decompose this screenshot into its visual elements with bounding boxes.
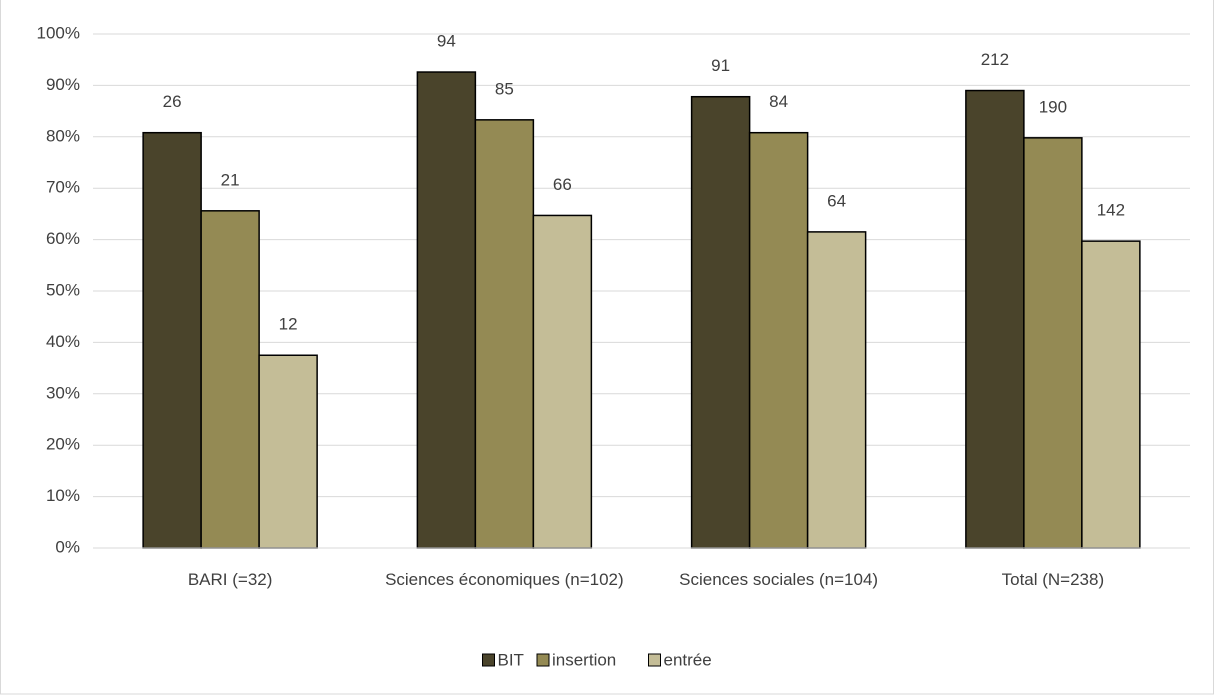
x-tick-label: Sciences économiques (n=102) <box>385 570 624 589</box>
bar <box>416 71 477 549</box>
legend-swatch <box>648 653 661 667</box>
y-tick-label: 70% <box>46 178 80 197</box>
y-tick-label: 50% <box>46 280 80 299</box>
y-tick-label: 90% <box>46 75 80 94</box>
x-tick-label: Total (N=238) <box>1001 570 1105 589</box>
bar <box>532 214 593 549</box>
x-tick-label: BARI (=32) <box>187 570 273 589</box>
data-label: 85 <box>495 79 514 98</box>
bar <box>142 131 202 549</box>
data-label: 142 <box>1097 201 1125 220</box>
legend-swatch <box>536 653 550 667</box>
y-tick-label: 100% <box>37 23 80 42</box>
data-label: 21 <box>221 170 240 189</box>
bar <box>1023 137 1083 549</box>
data-label: 212 <box>981 50 1009 69</box>
data-label: 26 <box>163 92 182 111</box>
data-label: 84 <box>769 92 788 111</box>
data-label: 12 <box>279 315 298 334</box>
data-label: 64 <box>827 191 846 210</box>
y-tick-label: 30% <box>46 383 80 402</box>
data-label: 94 <box>437 32 456 51</box>
data-label: 190 <box>1039 97 1067 116</box>
bar <box>748 131 809 549</box>
bar <box>258 354 318 549</box>
y-tick-label: 60% <box>46 229 80 248</box>
bar <box>690 95 751 549</box>
data-label: 66 <box>553 175 572 194</box>
bar <box>1081 240 1141 549</box>
bar <box>200 210 260 549</box>
y-tick-label: 10% <box>46 486 80 505</box>
legend-label: entrée <box>664 650 712 669</box>
legend-swatch <box>482 653 495 667</box>
bar <box>474 119 535 549</box>
y-tick-label: 80% <box>46 126 80 145</box>
data-label: 91 <box>711 56 730 75</box>
legend-label: BIT <box>498 650 524 669</box>
x-tick-label: Sciences sociales (n=104) <box>679 570 879 589</box>
bar <box>965 89 1025 549</box>
y-tick-label: 20% <box>46 435 80 454</box>
y-tick-label: 40% <box>46 332 80 351</box>
bar <box>806 231 867 549</box>
legend-label: insertion <box>552 650 616 669</box>
y-tick-label: 0% <box>55 537 80 556</box>
